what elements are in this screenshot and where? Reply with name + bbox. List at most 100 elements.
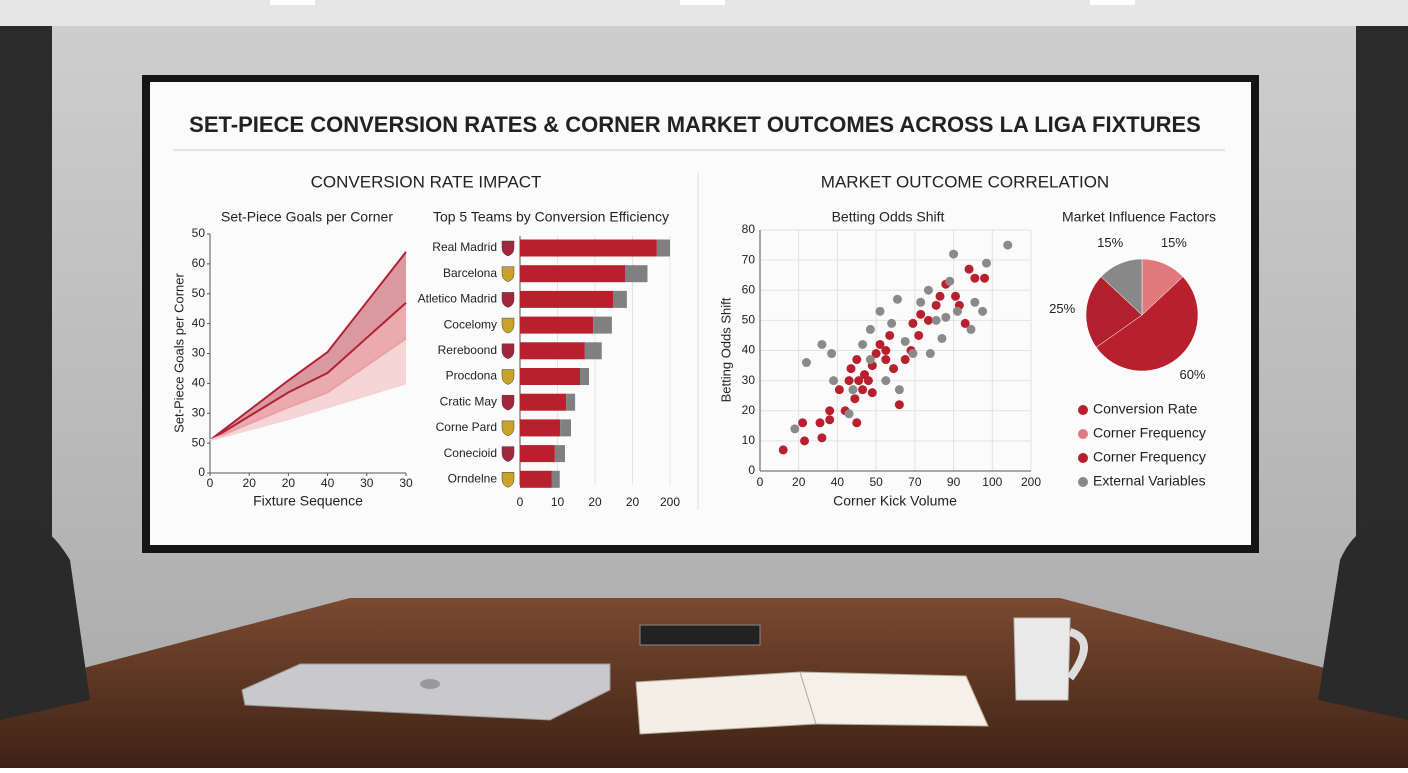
chair bbox=[1318, 519, 1408, 720]
y-tick-label: 80 bbox=[742, 222, 756, 236]
x-tick-label: 100 bbox=[982, 475, 1002, 489]
bar bbox=[520, 316, 594, 334]
legend-swatch bbox=[1078, 429, 1088, 439]
y-tick-label: Cocelomy bbox=[444, 317, 497, 331]
y-tick-label: Rereboond bbox=[438, 343, 497, 357]
point bbox=[966, 324, 976, 334]
point bbox=[980, 273, 990, 283]
bar bbox=[613, 290, 627, 308]
point bbox=[900, 355, 910, 365]
point bbox=[850, 394, 860, 404]
mug-handle bbox=[1066, 628, 1088, 681]
x-tick-label: 90 bbox=[947, 475, 961, 489]
team-crest bbox=[501, 317, 515, 334]
team-crest bbox=[501, 472, 515, 488]
point bbox=[801, 358, 811, 368]
legend-swatch bbox=[1078, 453, 1088, 463]
point bbox=[952, 306, 962, 316]
y-tick-label: Barcelona bbox=[443, 266, 497, 280]
dashboard-title: SET-PIECE CONVERSION RATES & CORNER MARK… bbox=[189, 112, 1201, 137]
team-crest bbox=[501, 266, 515, 282]
point bbox=[829, 376, 839, 386]
ceiling-light bbox=[680, 0, 725, 5]
team-crest bbox=[501, 420, 515, 437]
point bbox=[834, 385, 844, 395]
y-tick-label: 0 bbox=[198, 465, 205, 479]
legend-label: External Variables bbox=[1093, 473, 1206, 489]
point bbox=[935, 291, 945, 301]
point bbox=[887, 318, 897, 328]
point bbox=[875, 339, 885, 349]
line bbox=[209, 301, 407, 441]
ceiling-light bbox=[270, 0, 315, 5]
y-tick-label: 30 bbox=[192, 346, 206, 360]
x-tick-label: 70 bbox=[908, 475, 922, 489]
bar bbox=[584, 342, 602, 360]
bar bbox=[520, 393, 567, 411]
point bbox=[871, 349, 881, 359]
point bbox=[908, 349, 918, 359]
bar bbox=[520, 368, 580, 385]
point bbox=[908, 318, 918, 328]
point bbox=[852, 418, 862, 428]
bar bbox=[551, 470, 560, 488]
panel-title: CONVERSION RATE IMPACT bbox=[311, 172, 542, 191]
y-tick-label: 40 bbox=[742, 343, 756, 357]
y-tick-label: 20 bbox=[742, 403, 756, 417]
pie-slice bbox=[1100, 258, 1143, 316]
slice-label: 15% bbox=[1097, 235, 1123, 250]
x-tick-label: 200 bbox=[660, 495, 680, 509]
point bbox=[844, 376, 854, 386]
team-crest bbox=[501, 394, 515, 411]
point bbox=[949, 249, 959, 259]
y-tick-label: Atletico Madrid bbox=[418, 292, 497, 306]
point bbox=[875, 306, 885, 316]
mug bbox=[1013, 617, 1071, 701]
bar bbox=[560, 419, 571, 437]
y-tick-label: 50 bbox=[192, 286, 206, 300]
y-tick-label: 40 bbox=[192, 376, 206, 390]
screen bbox=[150, 82, 1251, 545]
point bbox=[916, 297, 926, 307]
legend-label: Corner Frequency bbox=[1093, 449, 1206, 465]
y-tick-label: 40 bbox=[192, 316, 206, 330]
point bbox=[881, 376, 891, 386]
point bbox=[881, 346, 891, 355]
point bbox=[885, 330, 895, 340]
bar bbox=[520, 470, 552, 488]
point bbox=[945, 276, 955, 286]
chart-title: Betting Odds Shift bbox=[832, 209, 945, 225]
point bbox=[978, 306, 988, 316]
x-axis-label: Corner Kick Volume bbox=[833, 493, 957, 509]
bar bbox=[566, 393, 576, 411]
notebook-page bbox=[799, 671, 989, 727]
point bbox=[815, 418, 825, 428]
point bbox=[800, 436, 810, 446]
bar bbox=[520, 342, 585, 360]
point bbox=[1003, 240, 1013, 250]
y-tick-label: Procdona bbox=[446, 369, 498, 383]
x-tick-label: 40 bbox=[321, 476, 335, 490]
point bbox=[858, 385, 868, 395]
x-axis-label: Fixture Sequence bbox=[253, 493, 363, 509]
laptop-logo bbox=[420, 679, 440, 689]
point bbox=[894, 400, 904, 410]
bar bbox=[520, 290, 613, 308]
x-tick-label: 10 bbox=[551, 495, 565, 509]
y-tick-label: 50 bbox=[192, 226, 206, 240]
point bbox=[867, 388, 877, 398]
x-tick-label: 20 bbox=[792, 475, 806, 489]
point bbox=[889, 364, 899, 374]
point bbox=[931, 315, 941, 325]
point bbox=[865, 355, 875, 365]
bar bbox=[593, 316, 612, 334]
point bbox=[863, 376, 873, 386]
x-tick-label: 20 bbox=[282, 476, 296, 490]
point bbox=[941, 312, 951, 322]
pie-slice bbox=[1085, 276, 1143, 348]
bar bbox=[580, 368, 589, 385]
slice-label: 15% bbox=[1161, 235, 1187, 250]
point bbox=[825, 415, 835, 425]
chair bbox=[0, 518, 90, 720]
y-axis-label: Betting Odds Shift bbox=[718, 297, 733, 402]
